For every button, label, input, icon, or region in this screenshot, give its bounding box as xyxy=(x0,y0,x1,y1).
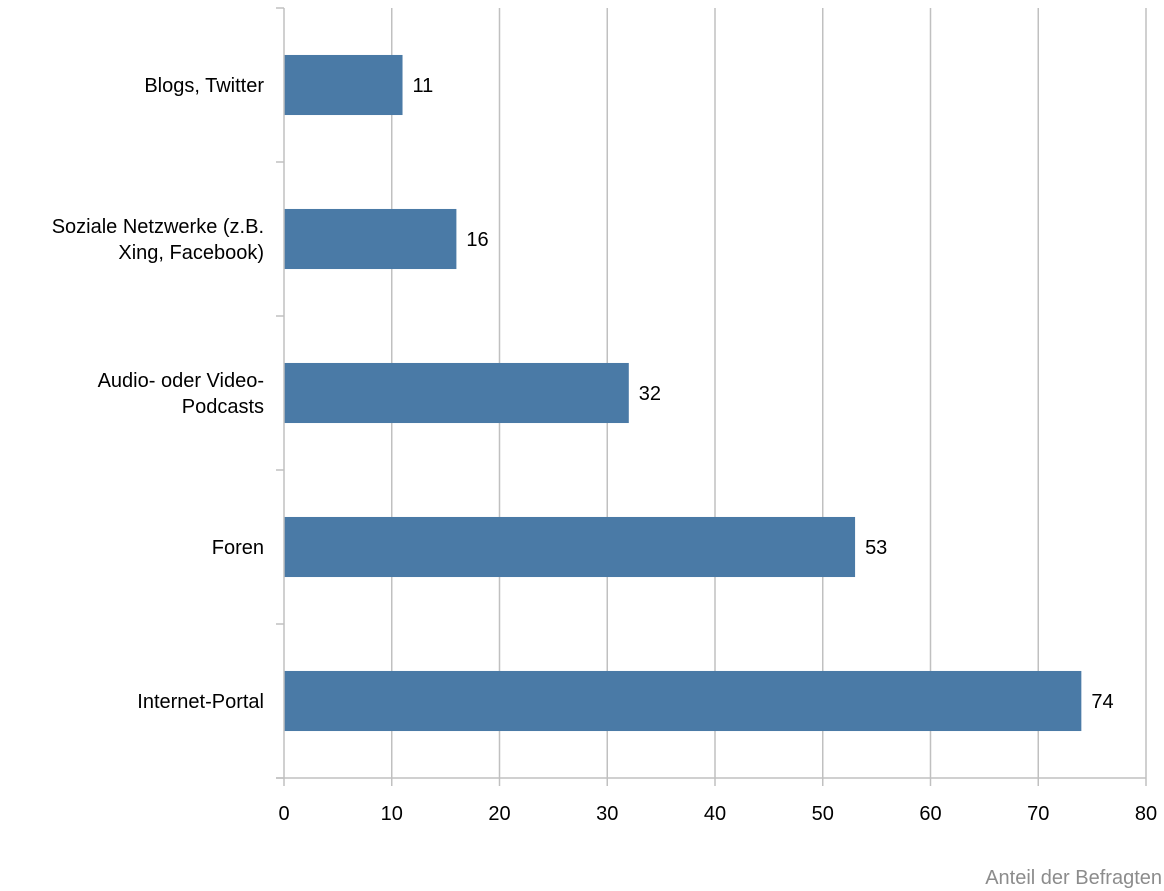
x-tick-label-50: 50 xyxy=(812,803,834,825)
x-tick-label-40: 40 xyxy=(704,803,726,825)
x-tick-label-0: 0 xyxy=(278,803,289,825)
axes xyxy=(276,7,1147,786)
category-label-1: Soziale Netzwerke (z.B. Xing, Facebook) xyxy=(52,216,264,264)
category-label-2-line-1: Podcasts xyxy=(182,396,264,418)
value-labels: 11 16 32 53 74 xyxy=(413,75,1114,713)
bar-1 xyxy=(284,208,457,270)
x-tick-labels: 0 10 20 30 40 50 60 70 80 xyxy=(278,803,1157,825)
bar-4 xyxy=(284,670,1082,732)
category-label-3-line-0: Foren xyxy=(212,537,264,559)
category-label-1-line-1: Xing, Facebook) xyxy=(118,242,264,264)
bar-3 xyxy=(284,516,856,578)
x-tick-label-70: 70 xyxy=(1027,803,1049,825)
x-tick-label-20: 20 xyxy=(488,803,510,825)
value-label-2: 32 xyxy=(639,383,661,405)
value-label-4: 74 xyxy=(1091,691,1113,713)
value-label-0: 11 xyxy=(413,75,434,97)
category-label-1-line-0: Soziale Netzwerke (z.B. xyxy=(52,216,264,238)
category-label-0: Blogs, Twitter xyxy=(144,75,264,97)
x-tick-label-60: 60 xyxy=(919,803,941,825)
bars xyxy=(284,54,1082,732)
value-label-3: 53 xyxy=(865,537,887,559)
category-label-4: Internet-Portal xyxy=(137,691,264,713)
value-label-1: 16 xyxy=(466,229,488,251)
category-label-4-line-0: Internet-Portal xyxy=(137,691,264,713)
category-label-2: Audio- oder Video- Podcasts xyxy=(98,370,264,418)
category-label-3: Foren xyxy=(212,537,264,559)
x-tick-label-30: 30 xyxy=(596,803,618,825)
category-labels: Blogs, Twitter Soziale Netzwerke (z.B. Xin… xyxy=(52,75,265,713)
category-label-0-line-0: Blogs, Twitter xyxy=(144,75,264,97)
x-tick-label-80: 80 xyxy=(1135,803,1157,825)
bar-2 xyxy=(284,362,629,424)
x-tick-label-10: 10 xyxy=(381,803,403,825)
x-axis-title: Anteil der Befragten xyxy=(985,867,1162,889)
bar-0 xyxy=(284,54,403,116)
category-label-2-line-0: Audio- oder Video- xyxy=(98,370,264,392)
